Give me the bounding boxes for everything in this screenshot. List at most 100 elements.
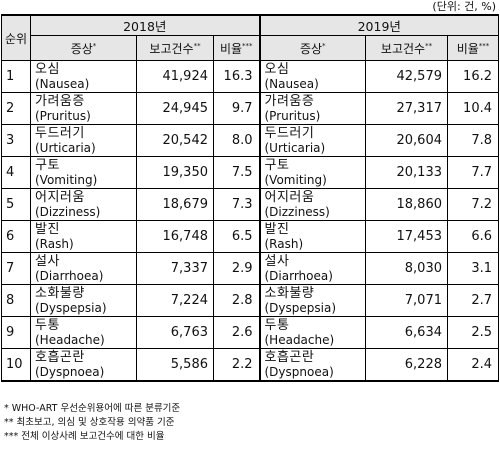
symptom-cell-2018: 오심 (Nausea) xyxy=(30,60,137,93)
ratio-cell-2019: 2.5 xyxy=(447,316,499,349)
table-row: 9 두통 (Headache) 6,763 2.6 두통 (Headache) 6,634 2.… xyxy=(1,316,499,349)
symptom-cell-2018: 어지러움 (Dizziness) xyxy=(30,188,137,221)
symptom-cell-2019: 두통 (Headache) xyxy=(258,316,366,349)
rank-cell: 8 xyxy=(1,284,31,317)
table-row: 4 구토 (Vomiting) 19,350 7.5 구토 (Vomiting) 20,133… xyxy=(1,156,499,189)
symptom-korean: 구토 xyxy=(35,157,60,173)
table-row: 1 오심 (Nausea) 41,924 16.3 오심 (Nausea) 42,579 16.… xyxy=(1,60,499,93)
count-cell-2019: 6,228 xyxy=(365,348,448,382)
symptom-cell-2018: 가려움증 (Pruritus) xyxy=(30,92,137,125)
ratio-cell-2019: 2.4 xyxy=(447,348,499,382)
symptom-english: (Dyspnoea) xyxy=(35,364,105,379)
symptom-english: (Headache) xyxy=(264,332,335,347)
count-cell-2018: 5,586 xyxy=(136,348,214,382)
rank-cell: 3 xyxy=(1,124,31,157)
ratio-cell-2018: 2.9 xyxy=(213,252,260,285)
rank-cell: 9 xyxy=(1,316,31,349)
table-row: 3 두드러기 (Urticaria) 20,542 8.0 두드러기 (Urticaria)… xyxy=(1,124,499,157)
ratio-cell-2018: 2.6 xyxy=(213,316,260,349)
count-cell-2018: 24,945 xyxy=(136,92,214,125)
symptom-korean: 발진 xyxy=(264,221,290,237)
ratio-cell-2019: 7.8 xyxy=(447,124,499,157)
ratio-cell-2019: 6.6 xyxy=(447,220,499,253)
count-header-2019: 보고건수** xyxy=(365,35,448,61)
symptom-cell-2018: 두통 (Headache) xyxy=(30,316,137,349)
symptom-korean: 가려움증 xyxy=(35,93,85,109)
year-2019-header: 2019년 xyxy=(258,14,499,36)
count-cell-2019: 18,860 xyxy=(365,188,448,221)
rank-cell: 10 xyxy=(1,348,31,382)
year-2018-header: 2018년 xyxy=(30,14,260,36)
symptom-english: (Diarrhoea) xyxy=(264,268,333,283)
symptom-korean: 두드러기 xyxy=(264,125,315,141)
symptom-cell-2019: 설사 (Diarrhoea) xyxy=(258,252,366,285)
ratio-cell-2018: 2.8 xyxy=(213,284,260,317)
ratio-header-2019: 비율*** xyxy=(447,35,499,61)
symptom-korean: 발진 xyxy=(35,221,60,237)
symptom-english: (Rash) xyxy=(264,236,304,251)
symptom-english: (Diarrhoea) xyxy=(35,268,104,283)
ratio-cell-2019: 7.7 xyxy=(447,156,499,189)
footnotes: * WHO-ART 우선순위용어에 따른 분류기준 ** 최초보고, 의심 및 … xyxy=(4,402,180,444)
ratio-cell-2019: 7.2 xyxy=(447,188,499,221)
symptom-english: (Dyspepsia) xyxy=(264,300,337,315)
symptom-header-2018: 증상* xyxy=(30,35,137,61)
symptom-english: (Dizziness) xyxy=(264,204,330,219)
symptom-cell-2018: 소화불량 (Dyspepsia) xyxy=(30,284,137,317)
ratio-cell-2019: 2.7 xyxy=(447,284,499,317)
ratio-cell-2018: 16.3 xyxy=(213,60,260,93)
symptom-cell-2019: 소화불량 (Dyspepsia) xyxy=(258,284,366,317)
footnote: *** 전체 이상사례 보고건수에 대한 비율 xyxy=(4,431,165,442)
table-row: 2 가려움증 (Pruritus) 24,945 9.7 가려움증 (Pruritus) 27… xyxy=(1,92,499,125)
symptom-english: (Pruritus) xyxy=(264,108,321,123)
symptom-english: (Nausea) xyxy=(264,76,319,91)
symptom-korean: 두통 xyxy=(264,317,290,333)
symptom-korean: 설사 xyxy=(264,253,290,269)
symptom-cell-2018: 호흡곤란 (Dyspnoea) xyxy=(30,348,137,382)
ratio-cell-2019: 16.2 xyxy=(447,60,499,93)
symptom-cell-2019: 두드러기 (Urticaria) xyxy=(258,124,366,157)
count-cell-2018: 19,350 xyxy=(136,156,214,189)
rank-header: 순위 xyxy=(1,14,31,61)
symptom-cell-2018: 설사 (Diarrhoea) xyxy=(30,252,137,285)
symptom-english: (Headache) xyxy=(35,332,105,347)
table-row: 8 소화불량 (Dyspepsia) 7,224 2.8 소화불량 (Dyspepsia) 7… xyxy=(1,284,499,317)
symptom-english: (Dyspepsia) xyxy=(35,300,107,315)
count-cell-2019: 17,453 xyxy=(365,220,448,253)
table-row: 5 어지러움 (Dizziness) 18,679 7.3 어지러움 (Dizziness)… xyxy=(1,188,499,221)
symptom-korean: 소화불량 xyxy=(35,285,85,301)
symptom-english: (Vomiting) xyxy=(35,172,98,187)
symptom-korean: 소화불량 xyxy=(264,285,315,301)
symptom-korean: 설사 xyxy=(35,253,60,269)
ratio-header-2018: 비율*** xyxy=(213,35,260,61)
symptom-korean: 호흡곤란 xyxy=(264,349,315,365)
count-cell-2018: 16,748 xyxy=(136,220,214,253)
count-cell-2018: 6,763 xyxy=(136,316,214,349)
ratio-cell-2018: 7.3 xyxy=(213,188,260,221)
ratio-cell-2019: 10.4 xyxy=(447,92,499,125)
rank-cell: 4 xyxy=(1,156,31,189)
symptom-english: (Pruritus) xyxy=(35,108,91,123)
table-row: 6 발진 (Rash) 16,748 6.5 발진 (Rash) 17,453 6.6 xyxy=(1,220,499,253)
symptom-korean: 어지러움 xyxy=(264,189,315,205)
symptom-cell-2019: 가려움증 (Pruritus) xyxy=(258,92,366,125)
count-cell-2018: 41,924 xyxy=(136,60,214,93)
footnote: * WHO-ART 우선순위용어에 따른 분류기준 xyxy=(4,403,181,414)
symptom-korean: 호흡곤란 xyxy=(35,349,85,365)
adverse-event-table: 순위 2018년 2019년 증상* 보고건수** 비율*** 증상* 보고건수… xyxy=(1,14,499,382)
symptom-cell-2018: 발진 (Rash) xyxy=(30,220,137,253)
symptom-cell-2019: 발진 (Rash) xyxy=(258,220,366,253)
symptom-korean: 구토 xyxy=(264,157,290,173)
ratio-cell-2018: 8.0 xyxy=(213,124,260,157)
ratio-cell-2018: 9.7 xyxy=(213,92,260,125)
rank-cell: 1 xyxy=(1,60,31,93)
count-cell-2018: 18,679 xyxy=(136,188,214,221)
count-cell-2019: 20,604 xyxy=(365,124,448,157)
count-cell-2019: 7,071 xyxy=(365,284,448,317)
count-header-2018: 보고건수** xyxy=(136,35,214,61)
symptom-cell-2018: 두드러기 (Urticaria) xyxy=(30,124,137,157)
symptom-korean: 두통 xyxy=(35,317,60,333)
symptom-korean: 두드러기 xyxy=(35,125,85,141)
symptom-english: (Vomiting) xyxy=(264,172,327,187)
symptom-cell-2019: 어지러움 (Dizziness) xyxy=(258,188,366,221)
